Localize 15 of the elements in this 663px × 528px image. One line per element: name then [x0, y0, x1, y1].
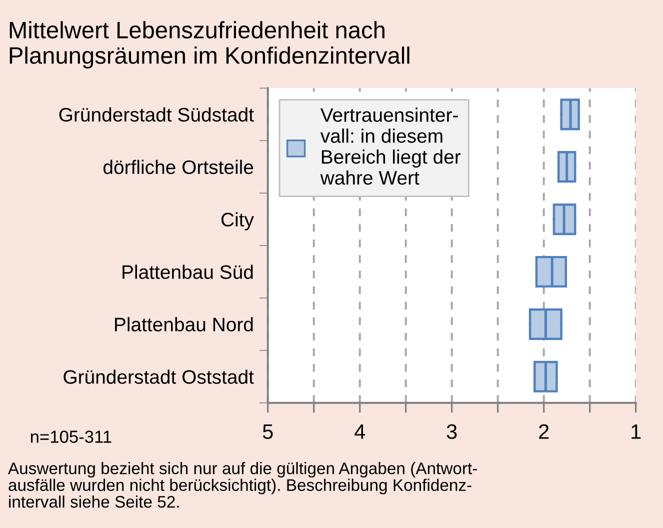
chart-title: Mittelwert Lebenszufriedenheit nach Planungsräumen im Konfidenzintervall [10, 21, 410, 69]
y-tick-label: Gründerstadt Südstadt [59, 107, 254, 122]
text: Auswertung bezieht sich nur auf die gültigen Angaben (Antwort- ausfälle wurden nicht berücksichtigt). Beschreibung Konfidenz- intervall siehe Seite 52. [8, 462, 477, 508]
y-tick-label: Gründerstadt Oststadt [64, 370, 254, 384]
x-tick-label: 5 [262, 424, 273, 439]
y-tick-label: Plattenbau Süd [122, 264, 253, 279]
text: n=105-311 [30, 430, 112, 443]
legend-label: Vertrauensinter- vall: in diesem Bereich liegt der wahre Wert [320, 108, 461, 185]
y-tick-label: City [221, 212, 254, 230]
x-tick-label: 3 [446, 424, 457, 439]
x-tick-label: 4 [354, 424, 366, 439]
x-tick-label: 1 [632, 424, 641, 439]
y-tick-label: dörfliche Ortsteile [103, 160, 254, 174]
x-tick-label: 2 [539, 424, 549, 439]
y-tick-label: Plattenbau Nord [115, 317, 253, 332]
